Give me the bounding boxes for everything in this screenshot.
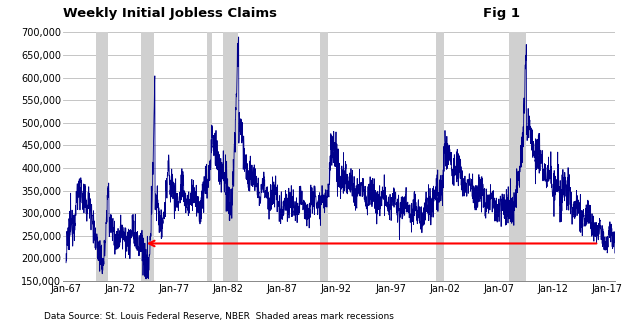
Bar: [141, 32, 154, 281]
Text: Data Source: St. Louis Federal Reserve, NBER  Shaded areas mark recessions: Data Source: St. Louis Federal Reserve, …: [44, 312, 394, 321]
Bar: [320, 32, 328, 281]
Text: Fig 1: Fig 1: [483, 7, 520, 20]
Bar: [509, 32, 526, 281]
Bar: [96, 32, 109, 281]
Bar: [207, 32, 212, 281]
Bar: [223, 32, 238, 281]
Text: Weekly Initial Jobless Claims: Weekly Initial Jobless Claims: [63, 7, 277, 20]
Bar: [436, 32, 444, 281]
